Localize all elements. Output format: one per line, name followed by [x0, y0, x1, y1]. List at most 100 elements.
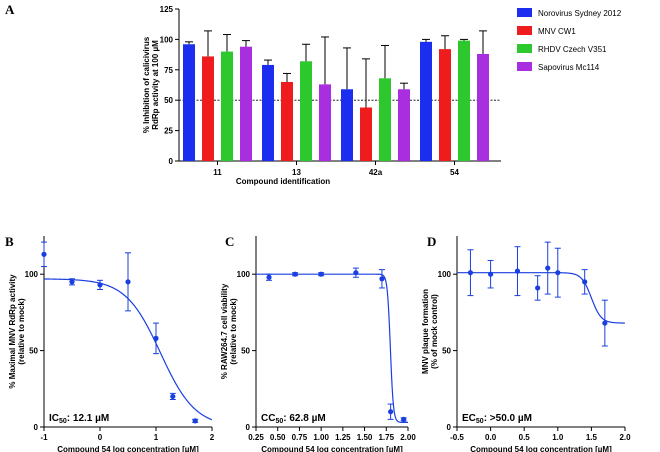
- panel-c-x-tick-label: 0.50: [270, 433, 286, 442]
- panel-d-annotation-prefix: EC: [462, 413, 476, 424]
- panel-d-x-tick-label: 2.0: [619, 433, 631, 442]
- panel-b-annotation-prefix: IC: [49, 413, 59, 424]
- panel-c-data-point: [353, 270, 359, 276]
- panel-label-b: B: [5, 234, 14, 249]
- panel-b-data-point: [192, 418, 198, 424]
- panel-b-annotation-subscript: 50: [59, 418, 67, 425]
- panel-c-data-point: [266, 274, 272, 280]
- panel-d-data-point: [555, 270, 561, 276]
- panel-d-data-point: [582, 279, 588, 285]
- panel-b-annotation-value: : 12.1 µM: [67, 413, 109, 424]
- panel-b-x-tick-label: -1: [40, 433, 48, 442]
- panel-b-data-point: [153, 335, 159, 341]
- panel-b-annotation: IC50: 12.1 µM: [49, 413, 109, 425]
- panel-d-data-point: [545, 265, 551, 271]
- panel-d-xlabel: Compound 54 log concentration [µM]: [470, 445, 612, 452]
- panel-c-data-point: [292, 271, 298, 277]
- panel-d-x-tick-label: 0.5: [519, 433, 531, 442]
- panel-b-ylabel-line1: % Maximal MNV RdRp activity: [8, 274, 17, 389]
- panel-c-x-tick-label: 2.00: [400, 433, 416, 442]
- panel-a-x-tick-label: 42a: [369, 168, 383, 177]
- panel-d-data-point: [467, 270, 474, 276]
- panel-d-x-tick-label: 0.0: [485, 433, 497, 442]
- panel-d-data-point: [602, 320, 608, 326]
- panel-a-legend: Norovirus Sydney 2012 MNV CW1 RHDV Czech V…: [517, 8, 622, 72]
- panel-a-bar: [477, 53, 489, 161]
- panel-d-fit-curve: [457, 272, 626, 324]
- panel-c-x-tick-label: 1.00: [313, 433, 329, 442]
- panel-a-y-tick-label: 75: [164, 66, 173, 75]
- panel-a-y-tick-label: 25: [164, 127, 173, 136]
- panel-a-bar: [202, 56, 214, 162]
- panel-d-y-tick-label: 100: [438, 270, 452, 279]
- panel-a-bar: [439, 49, 451, 161]
- panel-d-x-tick-label: 1.0: [552, 433, 564, 442]
- panel-a-bar: [379, 78, 391, 161]
- panel-c-data-point: [379, 276, 385, 282]
- panel-c-x-tick-label: 0.75: [292, 433, 308, 442]
- panel-b-x-tick-label: 0: [98, 433, 103, 442]
- panel-c-data-point: [318, 271, 324, 277]
- panel-d-y-tick-label: 50: [442, 347, 451, 356]
- panel-b-ylabel-line2: (relative to mock): [17, 298, 26, 365]
- panel-c-annotation: CC50: 62.8 µM: [261, 413, 326, 425]
- panel-c-ylabel-line1: % RAW264.7 cell viability: [220, 283, 229, 379]
- legend-swatch: [517, 8, 532, 17]
- panel-a: A 0 25 50 75 100 125 11 13 42a 54 % Inhibition of…: [5, 2, 622, 186]
- panel-b-data-point: [97, 282, 103, 288]
- panel-a-bar: [319, 84, 331, 161]
- legend-swatch: [517, 44, 532, 53]
- panel-b-x-tick-label: 1: [154, 433, 159, 442]
- panel-a-y-tick-label: 50: [164, 96, 173, 105]
- legend-swatch: [517, 62, 532, 71]
- panel-c-data-point: [388, 409, 394, 415]
- panel-b-data-point: [69, 279, 75, 285]
- panel-a-bar: [300, 61, 312, 162]
- panel-c-x-tick-label: 0.25: [248, 433, 264, 442]
- panel-a-bar: [221, 51, 233, 162]
- panel-c-plot: 0 50 100 0.25 0.50 0.75 1.00 1.25 1.50 1.75 2.00 Co…: [220, 236, 416, 452]
- panel-d-plot: 0 50 100 -0.5 0.0 0.5 1.0 1.5 2.0 Compound 54 log…: [421, 236, 631, 452]
- panel-c-annotation-prefix: CC: [261, 413, 275, 424]
- panel-a-bar: [420, 41, 432, 161]
- panel-a-bar: [240, 46, 252, 161]
- panel-c-x-tick-label: 1.75: [378, 433, 394, 442]
- panel-a-bar: [458, 40, 470, 162]
- panel-d-y-tick-label: 0: [447, 423, 452, 432]
- panel-a-x-tick-label: 13: [292, 168, 301, 177]
- panel-a-y-tick-label: 0: [169, 157, 174, 166]
- panel-d-annotation-value: : >50.0 µM: [484, 413, 532, 424]
- panel-a-y-tick-label: 125: [160, 5, 174, 14]
- panel-label-a: A: [5, 2, 15, 17]
- panel-d-annotation: EC50: >50.0 µM: [462, 413, 532, 425]
- panel-c-fit-curve: [256, 273, 408, 424]
- panel-b-y-tick-label: 100: [25, 270, 39, 279]
- panel-b-y-tick-label: 50: [29, 347, 38, 356]
- panel-c: C 0 50 100 0.25 0.50 0.75 1.00 1.25 1.50 1.75 2.00…: [220, 234, 416, 452]
- panel-d-annotation-subscript: 50: [476, 418, 484, 425]
- panel-a-bar: [398, 89, 410, 161]
- panel-d: D 0 50 100 -0.5 0.0 0.5 1.0 1.5 2.0 Compound 54 l…: [421, 234, 631, 452]
- panel-b-y-tick-label: 0: [34, 423, 39, 432]
- panel-a-y-tick-label: 100: [160, 35, 174, 44]
- panel-d-data-point: [535, 285, 541, 291]
- legend-swatch: [517, 26, 532, 35]
- panel-c-annotation-subscript: 50: [275, 418, 283, 425]
- panel-d-x-tick-label: -0.5: [450, 433, 464, 442]
- panel-b-data-point: [170, 393, 176, 400]
- panel-a-ylabel-line1: % Inhibition of calicivirus: [142, 36, 151, 133]
- panel-b-xlabel: Compound 54 log concentration [µM]: [57, 445, 199, 452]
- panel-c-x-tick-label: 1.25: [335, 433, 351, 442]
- legend-label: RHDV Czech V351: [538, 45, 607, 54]
- panel-c-ylabel-line2: (relative to mock): [229, 298, 238, 365]
- panel-c-xlabel: Compound 54 log concentration [µM]: [261, 445, 403, 452]
- panel-a-ylabel-line2: RdRp activity at 100 µM: [151, 40, 160, 130]
- panel-c-y-tick-label: 100: [237, 270, 251, 279]
- panel-d-data-point: [514, 268, 521, 274]
- panel-a-bar: [341, 89, 353, 161]
- panel-c-annotation-value: : 62.8 µM: [283, 413, 325, 424]
- legend-label: Sapovirus Mc114: [538, 63, 600, 72]
